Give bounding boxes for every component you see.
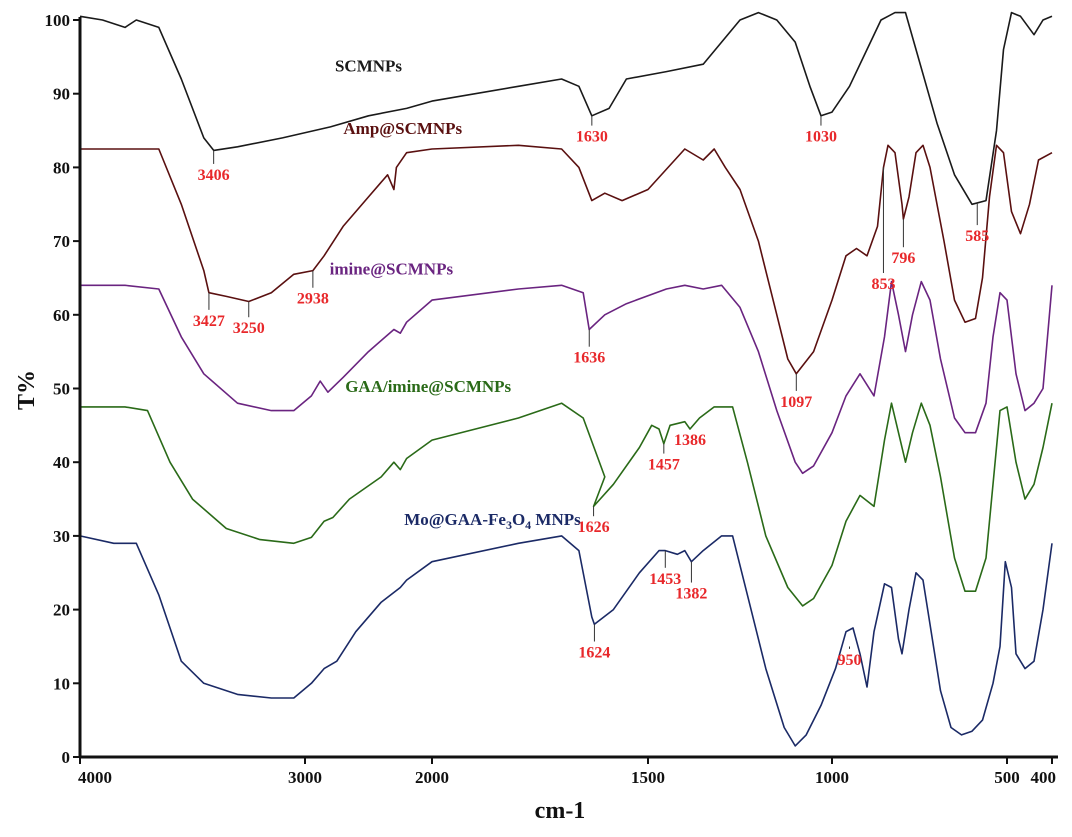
peak-label-1630: 1630 (576, 129, 608, 146)
x-tick-label: 2000 (415, 768, 449, 787)
x-tick-label: 500 (994, 768, 1020, 787)
x-tick-label: 1500 (631, 768, 665, 787)
series-label-3: imine@SCMNPs (330, 259, 454, 278)
peak-label-585: 585 (965, 228, 989, 245)
y-tick-label: 60 (53, 306, 70, 325)
x-axis-title: cm-1 (535, 798, 586, 824)
peak-label-1097: 1097 (780, 394, 812, 411)
x-tick-label: 4000 (78, 768, 112, 787)
peak-label-1453: 1453 (649, 571, 681, 588)
y-tick-label: 80 (53, 158, 70, 177)
peak-label-1386: 1386 (674, 432, 706, 449)
series-label-1: SCMNPs (335, 57, 402, 76)
series-line-2 (80, 144, 1053, 375)
series-line-5 (79, 535, 1053, 747)
y-tick-label: 100 (45, 11, 71, 30)
peak-label-3427: 3427 (193, 313, 225, 330)
y-tick-label: 20 (53, 601, 70, 620)
axes: 0 10 20 30 40 50 60 70 80 90 100 4000 3000 2000 1500 10… (45, 11, 1058, 787)
x-tick-label: 1000 (815, 768, 849, 787)
peak-label-1382: 1382 (675, 586, 707, 603)
y-tick-label: 0 (62, 748, 71, 767)
series-line-4 (80, 402, 1053, 607)
y-tick-label: 40 (53, 453, 70, 472)
y-axis-title: T% (14, 370, 40, 410)
y-tick-label: 50 (53, 380, 70, 399)
y-tick-label: 70 (53, 232, 70, 251)
peak-label-3250: 3250 (233, 320, 265, 337)
peak-label-2938: 2938 (297, 291, 329, 308)
peak-label-3406: 3406 (198, 167, 230, 184)
series-label-2: Amp@SCMNPs (343, 119, 462, 138)
y-tick-label: 90 (53, 85, 70, 104)
peak-label-950: 950 (838, 652, 862, 669)
peak-label-1624: 1624 (578, 645, 610, 662)
peak-label-1457: 1457 (648, 457, 680, 474)
x-tick-label: 400 (1031, 768, 1057, 787)
series-line-1 (79, 11, 1053, 206)
peak-annotations: 3406 1630 1030 585 796 853 3427 3250 2938 1636 109… (193, 115, 989, 669)
series-line-3 (80, 280, 1053, 475)
peak-label-1636: 1636 (573, 350, 605, 367)
y-tick-label: 10 (53, 674, 70, 693)
series-label-4: GAA/imine@SCMNPs (345, 377, 511, 396)
peak-label-853: 853 (871, 276, 895, 293)
series-group: SCMNPs Amp@SCMNPs imine@SCMNPs GAA/imine@SC… (79, 11, 1053, 747)
series-label-5: Mo@GAA-Fe3O4 MNPs (404, 510, 581, 532)
peak-label-1626: 1626 (578, 519, 610, 536)
x-tick-label: 3000 (288, 768, 322, 787)
peak-label-1030: 1030 (805, 129, 837, 146)
y-tick-label: 30 (53, 527, 70, 546)
peak-label-796: 796 (891, 250, 915, 267)
